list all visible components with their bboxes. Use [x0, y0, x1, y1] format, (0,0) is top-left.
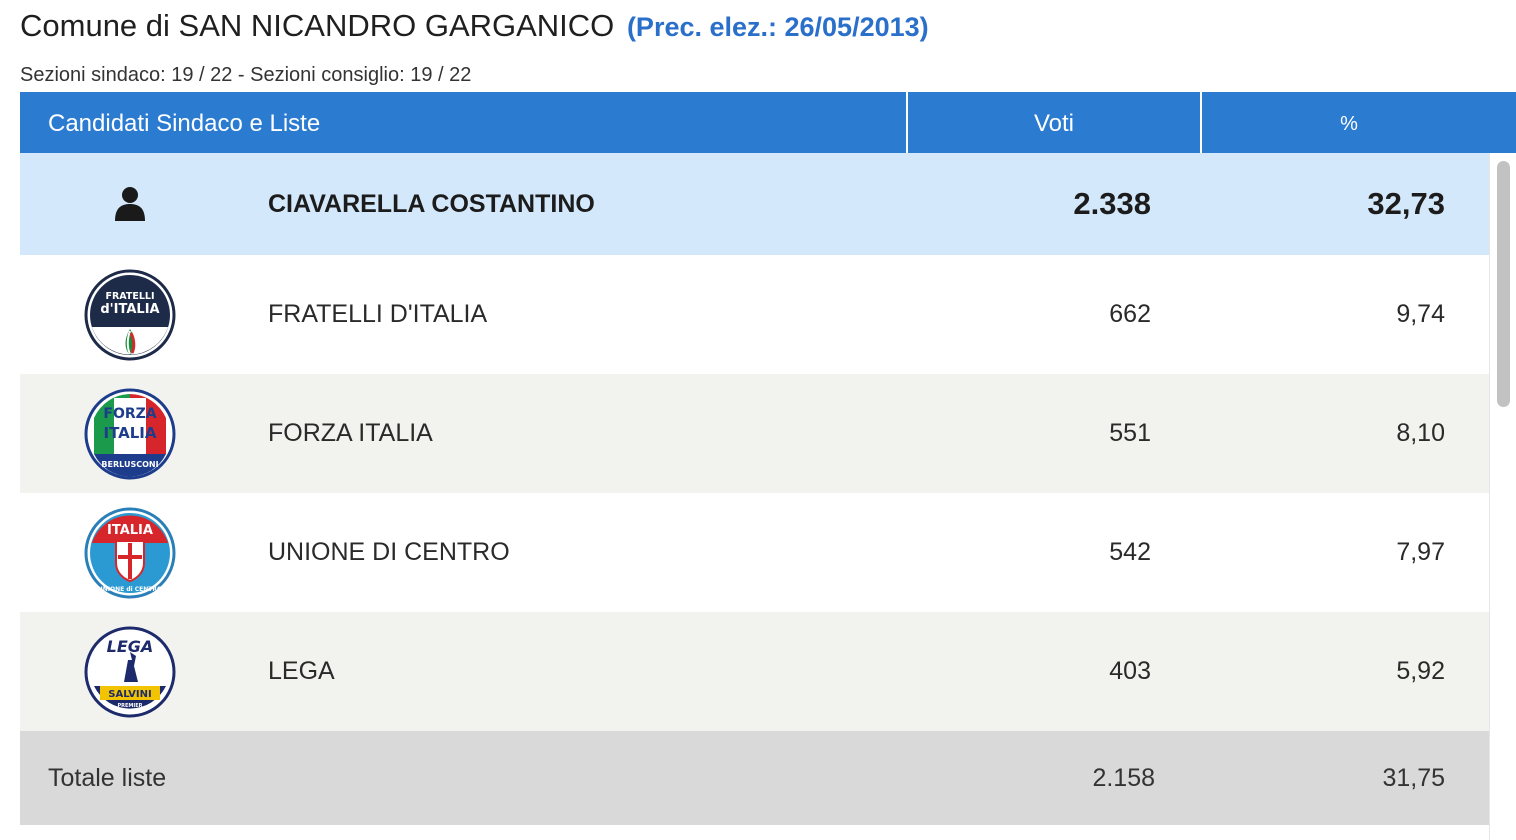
previous-election-link[interactable]: (Prec. elez.: 26/05/2013): [626, 12, 929, 42]
results-table: Candidati Sindaco e Liste Voti % CIAVARE…: [20, 92, 1516, 840]
person-icon: [20, 153, 240, 255]
unione-di-centro-logo: ITALIA UNIONE di CENTRO: [20, 493, 240, 612]
list-name: LEGA: [268, 657, 335, 685]
logo-text-ditalia: d'ITALIA: [100, 302, 159, 317]
list-row[interactable]: FORZA ITALIA BERLUSCONI FORZA ITALIA 551…: [20, 374, 1489, 493]
logo-text-forza: FORZA: [103, 406, 156, 422]
logo-text-italia: ITALIA: [107, 523, 153, 538]
list-name: FORZA ITALIA: [268, 419, 433, 447]
list-name: UNIONE DI CENTRO: [268, 538, 510, 566]
list-row[interactable]: LEGA SALVINI PREMIER LEGA 403 5,92: [20, 612, 1489, 731]
list-votes: 403: [1109, 657, 1151, 685]
logo-text-lega: LEGA: [107, 637, 154, 656]
list-row[interactable]: ITALIA UNIONE di CENTRO UNIONE DI CENTRO…: [20, 493, 1489, 612]
list-percent: 7,97: [1396, 538, 1445, 566]
list-name: FRATELLI D'ITALIA: [268, 300, 488, 328]
table-header: Candidati Sindaco e Liste Voti %: [20, 92, 1516, 153]
candidate-percent: 32,73: [1367, 186, 1445, 221]
list-percent: 8,10: [1396, 419, 1445, 447]
table-body: CIAVARELLA COSTANTINO 2.338 32,73 FRATEL…: [20, 153, 1516, 840]
fratelli-ditalia-logo: FRATELLI d'ITALIA: [20, 255, 240, 374]
total-percent: 31,75: [1382, 763, 1445, 792]
sections-counter: Sezioni sindaco: 19 / 22 - Sezioni consi…: [20, 64, 472, 86]
lega-logo: LEGA SALVINI PREMIER: [20, 612, 240, 731]
candidate-name: CIAVARELLA COSTANTINO: [268, 189, 595, 218]
total-label: Totale liste: [48, 763, 167, 792]
candidate-row[interactable]: CIAVARELLA COSTANTINO 2.338 32,73: [20, 153, 1489, 255]
list-percent: 9,74: [1396, 300, 1445, 328]
column-header-name: Candidati Sindaco e Liste: [20, 92, 908, 153]
logo-text-udc: UNIONE di CENTRO: [98, 586, 162, 593]
list-percent: 5,92: [1396, 657, 1445, 685]
scrollbar-thumb[interactable]: [1497, 161, 1510, 407]
logo-text-salvini: SALVINI: [108, 689, 152, 700]
municipality-name: Comune di SAN NICANDRO GARGANICO: [20, 8, 615, 43]
column-header-percent: %: [1340, 113, 1358, 135]
candidate-votes: 2.338: [1073, 186, 1151, 221]
logo-text-berlusconi: BERLUSCONI: [101, 460, 158, 469]
list-votes: 551: [1109, 419, 1151, 447]
column-header-votes: Voti: [908, 92, 1202, 153]
forza-italia-logo: FORZA ITALIA BERLUSCONI: [20, 374, 240, 493]
list-votes: 662: [1109, 300, 1151, 328]
total-row: Totale liste 2.158 31,75: [20, 731, 1489, 825]
vertical-scrollbar[interactable]: [1489, 153, 1516, 840]
logo-text-fratelli: FRATELLI: [105, 291, 154, 302]
logo-text-italia: ITALIA: [103, 424, 156, 442]
list-votes: 542: [1109, 538, 1151, 566]
logo-text-premier: PREMIER: [117, 703, 142, 709]
total-votes: 2.158: [1092, 763, 1155, 792]
page-title: Comune di SAN NICANDRO GARGANICO (Prec. …: [20, 6, 929, 47]
list-row[interactable]: FRATELLI d'ITALIA FRATELLI D'ITALIA 662 …: [20, 255, 1489, 374]
